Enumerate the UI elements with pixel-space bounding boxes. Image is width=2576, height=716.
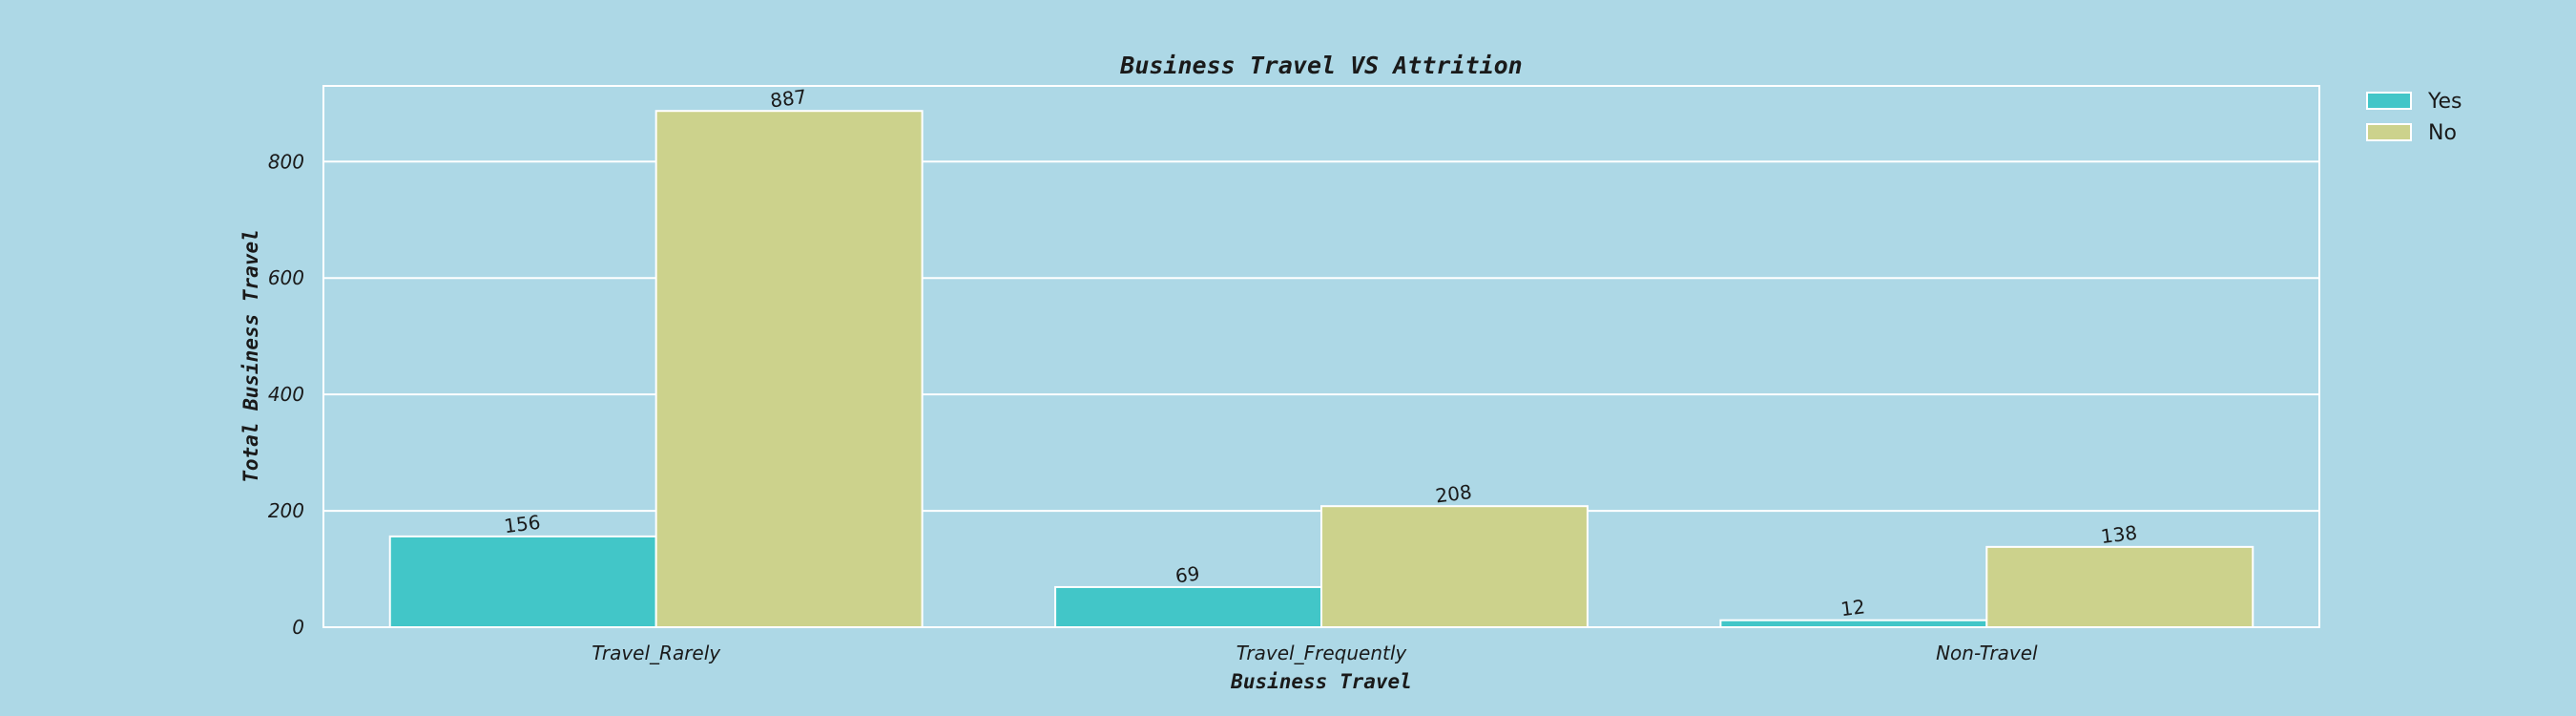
legend-swatch-no	[2366, 123, 2412, 141]
x-axis-label: Business Travel	[1230, 670, 1412, 693]
data-label: 69	[1174, 562, 1201, 588]
bar-no-non-travel	[1985, 545, 2254, 628]
bars	[388, 110, 2254, 629]
bar-no-travel_frequently	[1320, 505, 1589, 628]
y-tick-label: 0	[292, 616, 304, 639]
data-label: 12	[1839, 595, 1866, 621]
data-label: 138	[2100, 521, 2139, 548]
y-tick-label: 800	[268, 150, 304, 173]
x-tick-label: Travel_Rarely	[592, 642, 721, 664]
axis-ticks: 0 200 400 600 800 Travel_Rarely Travel_Frequen…	[268, 150, 2038, 664]
data-label: 156	[503, 511, 542, 537]
data-labels: 156 887 69 208 12 138	[503, 85, 2138, 621]
legend-label-no: No	[2428, 121, 2457, 145]
x-tick-label: Non-Travel	[1936, 642, 2038, 664]
x-tick-label: Travel_Frequently	[1236, 642, 1408, 664]
bar-no-travel_rarely	[654, 110, 924, 628]
y-tick-label: 600	[268, 266, 304, 289]
chart-title: Business Travel VS Attrition	[1119, 52, 1522, 79]
legend-label-yes: Yes	[2427, 90, 2462, 114]
bar-yes-travel_frequently	[1054, 585, 1322, 628]
plot-frame	[322, 85, 2320, 628]
y-tick-label: 400	[268, 383, 304, 406]
legend: Yes No	[2366, 90, 2462, 145]
y-axis-label: Total Business Travel	[239, 229, 262, 483]
data-label: 208	[1434, 480, 1473, 507]
bar-yes-non-travel	[1719, 619, 1988, 629]
data-label: 887	[769, 85, 808, 112]
bar-yes-travel_rarely	[388, 535, 657, 628]
y-tick-label: 200	[268, 499, 304, 522]
legend-swatch-yes	[2366, 92, 2412, 110]
